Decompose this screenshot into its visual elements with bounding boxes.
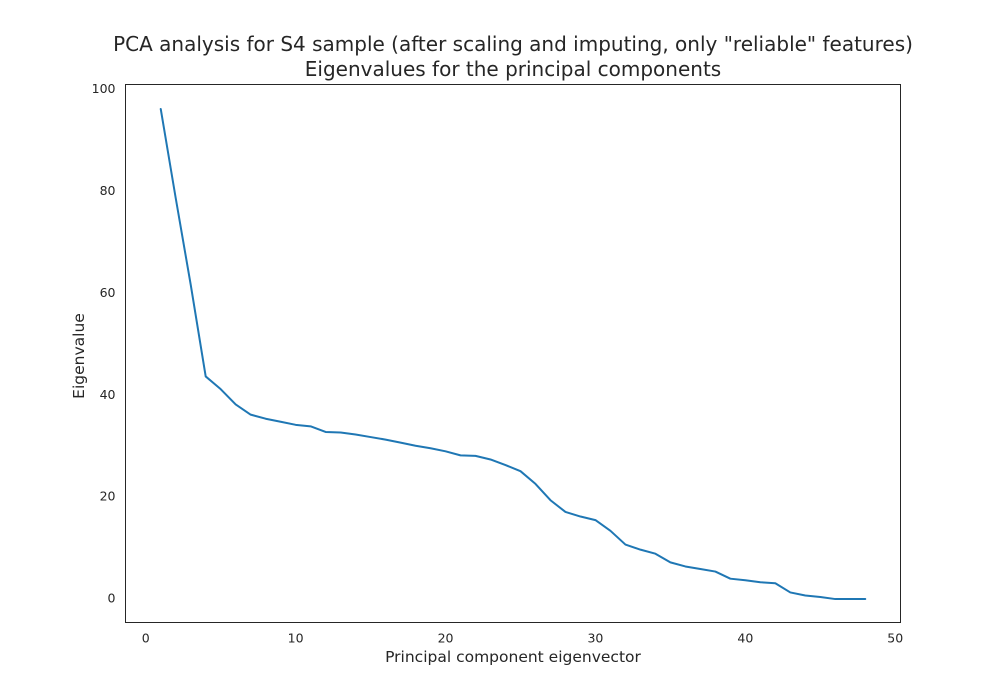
y-tick-label: 60 [100, 285, 116, 300]
x-tick-label: 50 [887, 631, 903, 646]
y-tick-label: 40 [100, 387, 116, 402]
y-tick-label: 80 [100, 183, 116, 198]
plot-frame [125, 84, 901, 623]
x-tick-label: 40 [737, 631, 753, 646]
x-axis-label: Principal component eigenvector [385, 648, 641, 666]
y-tick-label: 0 [108, 591, 116, 606]
x-tick-label: 10 [288, 631, 304, 646]
eigenvalue-series-line [159, 107, 867, 601]
y-axis-label: Eigenvalue [70, 313, 88, 399]
chart-title: PCA analysis for S4 sample (after scalin… [113, 32, 913, 56]
chart-subtitle: Eigenvalues for the principal components [305, 57, 721, 81]
plot-area [159, 107, 867, 601]
x-tick-label: 0 [142, 631, 150, 646]
x-axis-ticks: 0 10 20 30 40 50 [142, 631, 903, 646]
y-tick-label: 100 [92, 81, 116, 96]
y-tick-label: 20 [100, 489, 116, 504]
x-tick-label: 30 [587, 631, 603, 646]
x-tick-label: 20 [438, 631, 454, 646]
y-axis-ticks: 0 20 40 60 80 100 [92, 81, 116, 605]
